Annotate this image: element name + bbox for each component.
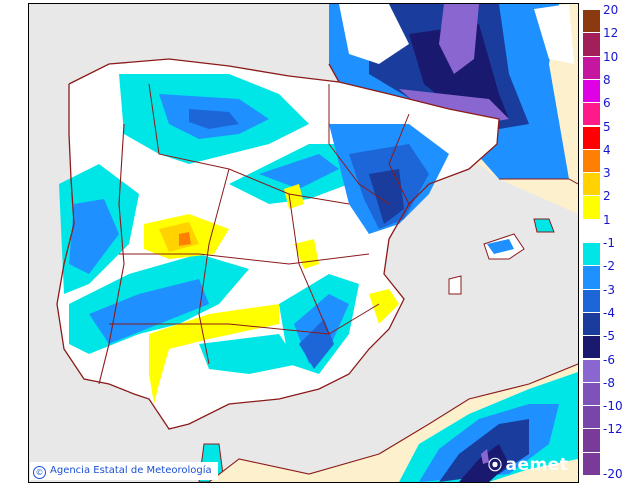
legend-swatch <box>583 149 600 173</box>
legend-swatch <box>583 173 600 196</box>
legend-swatch <box>583 103 600 126</box>
legend-label: 5 <box>603 119 611 134</box>
legend-label: 8 <box>603 72 611 87</box>
legend-swatch <box>583 382 600 406</box>
legend-label: 12 <box>603 26 619 41</box>
legend-swatch <box>583 289 600 312</box>
legend-swatch <box>583 406 600 429</box>
legend-swatch <box>583 56 600 79</box>
legend-swatch <box>583 126 600 149</box>
anomaly-map <box>56 4 578 482</box>
color-legend: 20 12 10 8 6 5 4 3 2 1 -1 -2 -3 -4 -5 -6 -8 -10 -12 -20 <box>583 4 630 481</box>
legend-label: -4 <box>603 305 615 320</box>
legend-swatch <box>583 359 600 382</box>
copyright-credit: © Agencia Estatal de Meteorología <box>30 462 218 480</box>
legend-label: -2 <box>603 259 615 274</box>
legend-swatch <box>583 10 600 33</box>
legend-swatch <box>583 266 600 289</box>
aemet-swirl-icon: ⦿ <box>488 458 503 474</box>
legend-label: 10 <box>603 49 619 64</box>
map-panel <box>28 3 579 483</box>
copyright-icon: © <box>33 466 46 479</box>
legend-swatch <box>583 336 600 359</box>
legend-swatch <box>583 243 600 266</box>
legend-swatch <box>583 312 600 336</box>
aemet-logo: ⦿ aemet <box>488 455 568 475</box>
logo-text: aemet <box>505 455 569 475</box>
legend-label: -12 <box>603 422 623 437</box>
legend-swatch <box>583 33 600 56</box>
legend-label: -6 <box>603 352 615 367</box>
legend-label: 6 <box>603 96 611 111</box>
legend-swatch <box>583 452 600 475</box>
legend-swatch <box>583 196 600 219</box>
legend-label: -20 <box>603 467 623 481</box>
legend-label: 3 <box>603 166 611 181</box>
legend-label: 1 <box>603 212 611 227</box>
legend-label: 20 <box>603 3 619 17</box>
legend-label: 4 <box>603 142 611 157</box>
legend-label: 2 <box>603 189 611 204</box>
legend-swatch <box>583 79 600 103</box>
credit-text: Agencia Estatal de Meteorología <box>50 465 212 476</box>
legend-label: -8 <box>603 375 615 390</box>
legend-label: -1 <box>603 236 615 250</box>
legend-label: -5 <box>603 329 615 344</box>
legend-label: -10 <box>603 399 623 414</box>
legend-label: -3 <box>603 282 615 297</box>
legend-swatch <box>583 429 600 452</box>
